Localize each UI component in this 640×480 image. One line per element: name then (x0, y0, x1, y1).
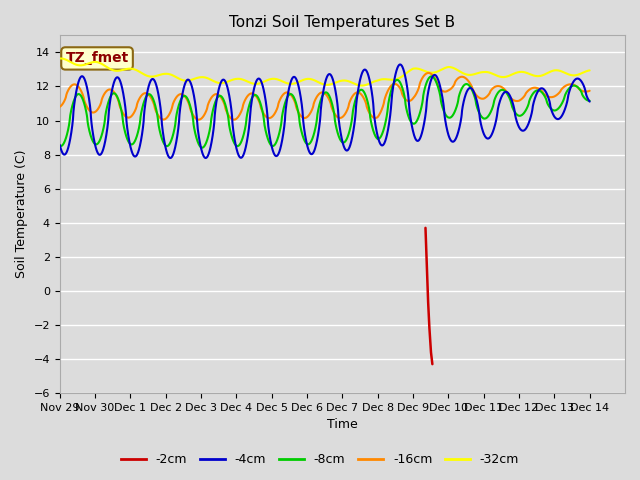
Y-axis label: Soil Temperature (C): Soil Temperature (C) (15, 150, 28, 278)
X-axis label: Time: Time (327, 419, 358, 432)
Title: Tonzi Soil Temperatures Set B: Tonzi Soil Temperatures Set B (229, 15, 456, 30)
Legend: -2cm, -4cm, -8cm, -16cm, -32cm: -2cm, -4cm, -8cm, -16cm, -32cm (116, 448, 524, 471)
Text: TZ_fmet: TZ_fmet (65, 51, 129, 65)
